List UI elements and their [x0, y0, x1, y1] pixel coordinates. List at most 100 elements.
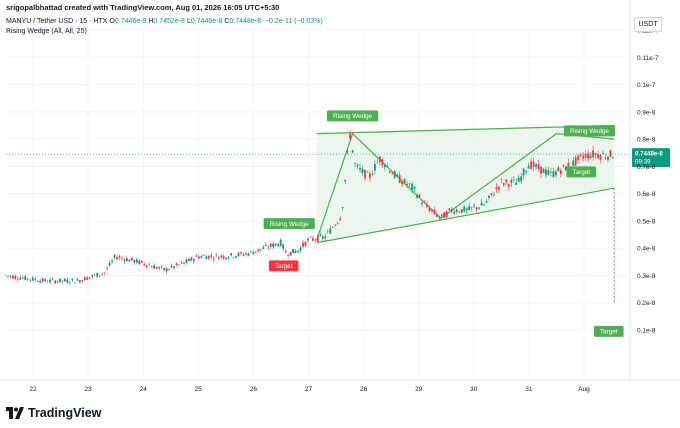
candle-body — [329, 228, 332, 234]
candle-body — [215, 254, 218, 255]
candle-body — [440, 214, 443, 216]
candle-body — [259, 249, 262, 250]
candle-body — [240, 252, 242, 254]
candle-body — [44, 279, 47, 282]
candle-body — [371, 174, 374, 176]
symbol-info[interactable]: MANYU / Tether USD · 15 · HTX O0.7446e-8… — [6, 18, 325, 25]
annotation-box — [326, 110, 379, 122]
candle-body — [448, 208, 451, 210]
annotation-box — [263, 218, 315, 230]
candle-body — [428, 208, 431, 212]
x-tick-label: 25 — [195, 386, 203, 393]
last-price-tag — [632, 148, 670, 168]
candle-body — [252, 252, 255, 255]
candle-body — [369, 173, 371, 178]
candle-body — [547, 169, 550, 175]
candle-body — [502, 183, 505, 186]
candle-body — [406, 184, 409, 185]
candle-body — [138, 260, 141, 265]
candle-body — [205, 256, 208, 260]
candle-body — [227, 257, 230, 259]
candle-body — [264, 244, 267, 246]
candle-body — [530, 161, 533, 169]
brand-text: TradingView — [28, 406, 102, 420]
candle-body — [116, 257, 118, 260]
candle-body — [140, 260, 143, 263]
candle-body — [433, 209, 436, 214]
candle-body — [351, 150, 354, 153]
candle-body — [272, 243, 275, 248]
tradingview-logo[interactable]: TradingView — [6, 404, 101, 422]
ohlc-label: O — [109, 18, 115, 25]
candle-body — [527, 165, 530, 169]
ohlc-value: 0.7452e-8 — [153, 18, 185, 25]
candle-body — [173, 266, 175, 268]
candle-body — [197, 256, 200, 259]
candle-body — [599, 154, 602, 160]
candle-body — [178, 264, 180, 266]
candle-body — [302, 242, 304, 247]
candle-body — [388, 171, 391, 173]
candle-body — [190, 257, 193, 261]
candle-body — [19, 277, 22, 280]
candle-body — [277, 244, 280, 247]
candle-body — [7, 275, 9, 277]
candle-body — [495, 187, 498, 190]
candle-body — [545, 169, 547, 176]
candle-body — [93, 274, 96, 276]
candle-body — [46, 282, 49, 283]
candle-body — [475, 207, 478, 210]
candle-body — [98, 275, 101, 276]
candle-body — [220, 255, 223, 258]
x-tick-label: 30 — [470, 386, 478, 393]
indicator-label[interactable]: Rising Wedge (All, All, 25) — [6, 28, 87, 35]
candle-body — [376, 162, 379, 164]
candle-body — [36, 281, 39, 282]
candle-body — [378, 156, 381, 162]
candle-body — [71, 279, 74, 281]
candle-body — [567, 163, 570, 169]
y-tick-label: 0.4e-8 — [637, 246, 656, 253]
candle-body — [64, 279, 66, 282]
y-tick-label: 0.6e-8 — [637, 191, 656, 198]
candle-body — [207, 255, 210, 259]
candle-body — [180, 262, 183, 263]
x-tick-label: 22 — [29, 386, 37, 393]
candle-body — [497, 186, 500, 190]
candle-body — [304, 241, 307, 247]
candle-body — [78, 280, 81, 283]
ohlc-label: H — [148, 18, 154, 25]
x-tick-label: 23 — [84, 386, 92, 393]
x-tick-label: Aug — [578, 386, 590, 393]
candle-body — [453, 211, 456, 214]
ohlc-value: 0.7448e-8 — [229, 18, 261, 25]
annotations: 0.7448e-809:39 Rising Wedge Rising Wedge Ta… — [6, 110, 670, 337]
annotation-box — [268, 260, 299, 272]
candle-body — [416, 195, 418, 198]
candle-body — [339, 218, 342, 221]
candle-body — [59, 278, 61, 283]
candle-body — [460, 209, 463, 213]
y-tick-label: 0.2e-8 — [637, 300, 656, 307]
candle-body — [478, 207, 480, 209]
candle-body — [294, 251, 297, 254]
candle-body — [312, 238, 314, 241]
candle-body — [540, 166, 542, 174]
candle-body — [604, 157, 607, 159]
candle-body — [168, 269, 170, 270]
candle-body — [537, 164, 540, 170]
candle-body — [121, 257, 123, 259]
candle-body — [73, 282, 76, 284]
candle-body — [381, 159, 384, 166]
annotation-label: Target — [572, 169, 590, 176]
x-tick-label: 28 — [360, 386, 368, 393]
currency-button[interactable]: USDT — [634, 17, 662, 32]
candle-body — [101, 273, 104, 275]
candle-body — [254, 251, 257, 253]
annotation-box — [593, 325, 624, 337]
candle-body — [113, 255, 116, 258]
candle-body — [128, 259, 131, 262]
candle-body — [133, 260, 136, 263]
candle-body — [463, 206, 466, 212]
